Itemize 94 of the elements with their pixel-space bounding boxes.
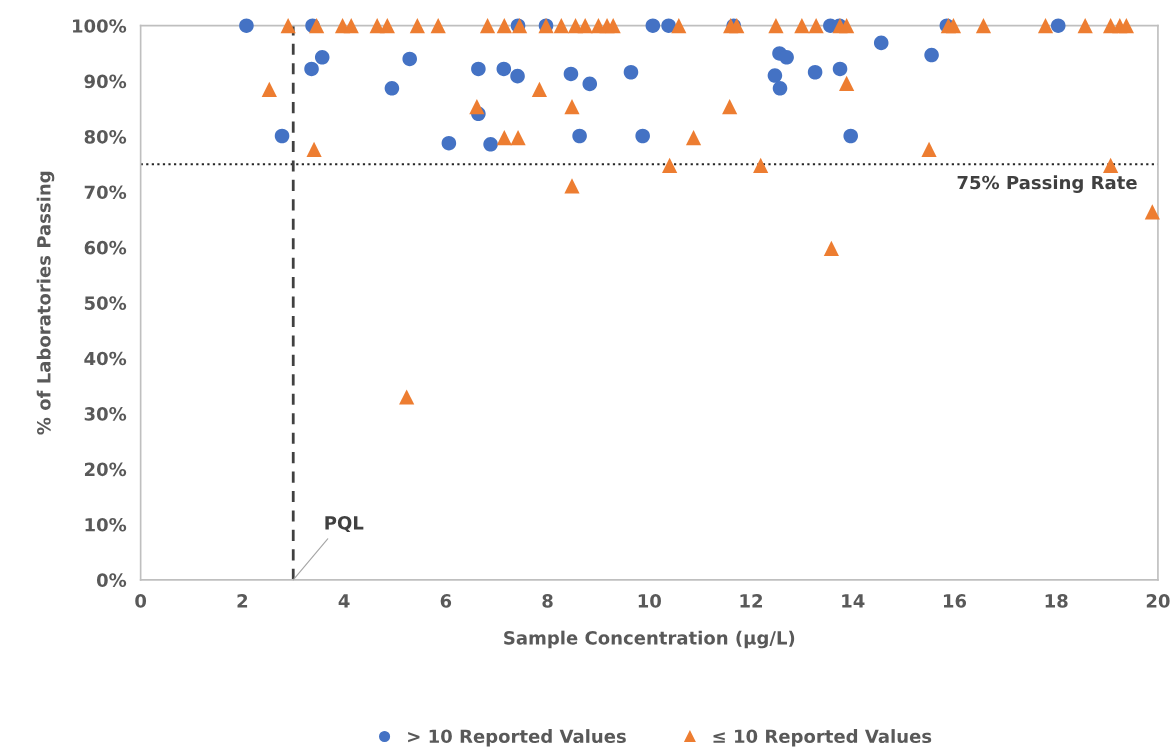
point <box>563 66 579 82</box>
point <box>384 81 400 96</box>
point <box>823 240 839 257</box>
point <box>441 135 457 151</box>
point <box>309 18 325 34</box>
point <box>1077 18 1093 34</box>
point <box>274 128 290 144</box>
point <box>471 61 486 77</box>
point <box>1144 204 1160 220</box>
point <box>343 18 359 34</box>
point <box>662 157 678 173</box>
point <box>671 18 687 34</box>
point <box>479 18 496 34</box>
x-tick-label: 8 <box>542 594 553 608</box>
point <box>975 18 992 34</box>
point <box>772 81 788 96</box>
y-tick-label: 0% <box>96 573 127 587</box>
point <box>832 61 848 77</box>
y-tick-label: 60% <box>84 240 127 255</box>
legend-label: ≤ 10 Reported Values <box>713 729 932 747</box>
point <box>239 18 254 33</box>
point <box>564 178 580 194</box>
point <box>661 18 676 33</box>
point <box>379 18 395 34</box>
point <box>767 68 783 83</box>
point <box>873 35 889 51</box>
point <box>685 130 702 146</box>
point <box>921 141 937 157</box>
y-tick-label: 90% <box>84 74 127 89</box>
point <box>605 18 621 34</box>
point <box>623 64 639 80</box>
point <box>753 157 769 173</box>
point <box>531 81 548 98</box>
point <box>807 64 823 80</box>
x-tick-label: 18 <box>1045 594 1068 608</box>
y-tick-label: 70% <box>84 185 127 200</box>
x-tick-label: 4 <box>338 594 350 608</box>
point <box>469 99 485 115</box>
point <box>510 130 526 146</box>
point <box>1050 18 1066 33</box>
point <box>402 51 417 67</box>
point <box>1118 18 1135 34</box>
x-tick-label: 0 <box>135 594 147 608</box>
point <box>779 50 794 65</box>
legend-label: > 10 Reported Values <box>408 729 626 747</box>
point <box>1103 157 1119 173</box>
y-tick-label: 40% <box>84 351 127 366</box>
point <box>314 50 330 65</box>
point <box>280 18 296 34</box>
point <box>635 128 650 144</box>
y-tick-label: 50% <box>84 296 127 310</box>
point <box>496 18 512 34</box>
x-tick-label: 14 <box>842 594 865 608</box>
x-axis-title: Sample Concentration (µg/L) <box>504 630 795 649</box>
point <box>768 18 784 34</box>
y-tick-label: 30% <box>84 407 127 421</box>
x-tick-label: 20 <box>1146 594 1170 608</box>
point <box>945 18 962 34</box>
x-tick-label: 2 <box>237 594 248 608</box>
point <box>409 18 425 34</box>
point <box>572 128 587 144</box>
ref-line-label: PQL <box>325 516 364 533</box>
point <box>582 76 598 92</box>
y-axis-title: % of Laboratories Passing <box>36 171 55 435</box>
point <box>261 81 277 98</box>
y-tick-label: 100% <box>73 19 127 33</box>
y-tick-label: 80% <box>84 129 127 144</box>
x-tick-label: 10 <box>638 594 661 608</box>
point <box>808 18 824 34</box>
point <box>553 18 569 34</box>
y-tick-label: 20% <box>84 462 127 477</box>
point <box>430 18 446 34</box>
point <box>645 18 661 33</box>
point <box>839 18 855 34</box>
point <box>399 389 415 405</box>
x-tick-label: 6 <box>440 594 452 608</box>
point <box>496 130 512 146</box>
x-tick-label: 16 <box>943 594 967 608</box>
point <box>483 137 498 152</box>
y-tick-label: 10% <box>85 517 127 532</box>
point <box>843 128 858 144</box>
point <box>924 47 939 63</box>
point <box>839 75 855 91</box>
point <box>1037 18 1054 34</box>
ref-line-label: 75% Passing Rate <box>957 175 1137 193</box>
x-tick-label: 12 <box>740 594 763 608</box>
point <box>722 99 738 115</box>
point <box>304 61 319 77</box>
point <box>794 18 810 34</box>
point <box>306 141 322 157</box>
point <box>510 68 525 84</box>
point <box>577 18 593 34</box>
point <box>564 99 580 115</box>
point <box>496 61 512 77</box>
